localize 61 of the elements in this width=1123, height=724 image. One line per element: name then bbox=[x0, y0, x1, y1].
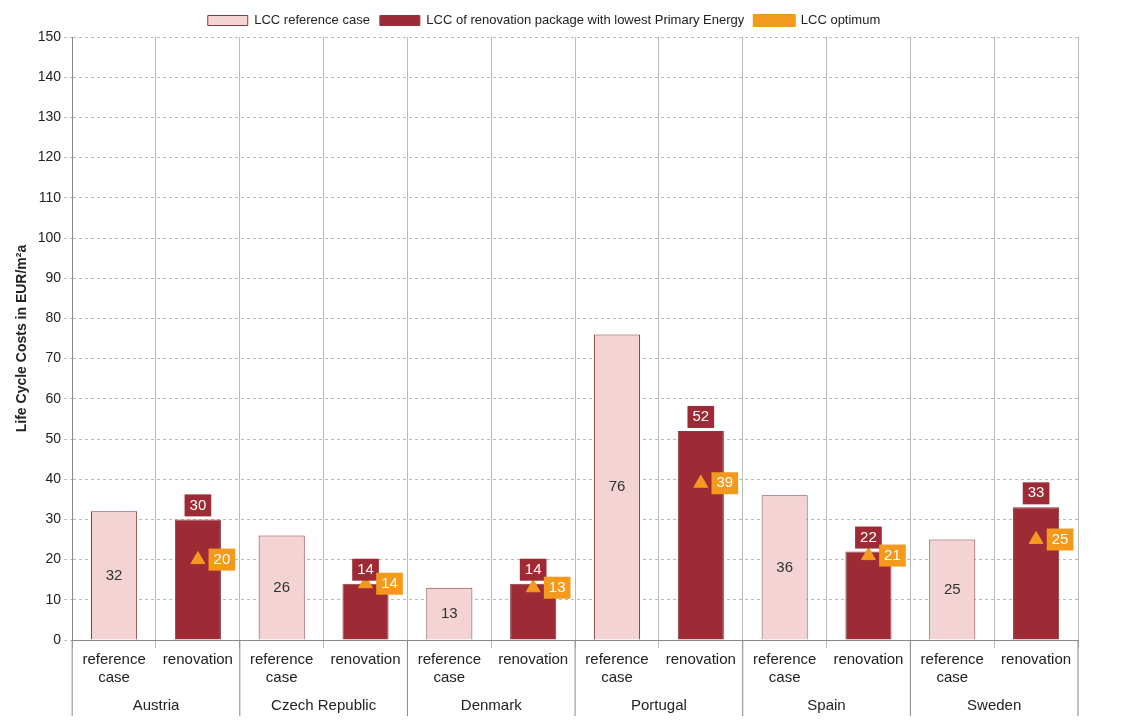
y-tick-label: 60 bbox=[45, 389, 62, 406]
y-tick-label: 80 bbox=[45, 309, 62, 326]
y-tick-label: 20 bbox=[45, 550, 62, 567]
x-tick-label: reference case bbox=[752, 650, 817, 686]
y-tick-label: 30 bbox=[45, 510, 62, 527]
data-label: 13 bbox=[548, 577, 566, 595]
x-tick-label: renovation bbox=[330, 650, 401, 668]
point bbox=[693, 474, 709, 488]
point bbox=[190, 551, 206, 565]
x-tick-label: reference case bbox=[585, 650, 649, 686]
data-label: 25 bbox=[1051, 529, 1069, 547]
y-tick-label: 40 bbox=[45, 470, 62, 487]
text: Sweden bbox=[967, 696, 1022, 714]
x-tick-label: renovation bbox=[665, 650, 736, 668]
x-tick-label: renovation bbox=[833, 650, 904, 668]
x-tick-label: renovation bbox=[1001, 650, 1072, 668]
x-tick-label: reference case bbox=[417, 650, 482, 686]
x-tick-label: renovation bbox=[498, 650, 569, 668]
x-tick-label: reference case bbox=[920, 650, 984, 686]
legend-label: LCC optimum bbox=[800, 12, 881, 28]
y-tick-label: 140 bbox=[37, 68, 62, 85]
x-tick-label: reference case bbox=[250, 650, 314, 686]
data-label: 13 bbox=[441, 603, 458, 621]
point bbox=[1028, 531, 1044, 544]
text: Austria bbox=[132, 696, 180, 714]
y-tick-label: 150 bbox=[37, 27, 62, 44]
x-tick-label: renovation bbox=[162, 650, 233, 668]
y-axis-title: Life Cycle Costs in EUR/m²a bbox=[13, 244, 30, 433]
data-label: 76 bbox=[608, 477, 626, 495]
data-label: 32 bbox=[105, 565, 123, 583]
text: Denmark bbox=[460, 696, 523, 714]
text: Czech Republic bbox=[271, 696, 377, 714]
y-tick-label: 50 bbox=[45, 429, 62, 446]
data-label: 33 bbox=[1027, 483, 1045, 501]
y-tick-label: 130 bbox=[37, 108, 62, 125]
text: Portugal bbox=[630, 696, 687, 714]
data-label: 14 bbox=[524, 559, 542, 577]
point bbox=[525, 579, 541, 593]
data-label: 25 bbox=[943, 579, 961, 597]
x-tick-label: reference case bbox=[82, 650, 146, 686]
point bbox=[861, 547, 876, 561]
data-label: 52 bbox=[692, 407, 710, 425]
data-label: 30 bbox=[189, 495, 207, 513]
data-label: 36 bbox=[776, 557, 793, 575]
legend-label: LCC reference case bbox=[254, 12, 370, 28]
data-label: 22 bbox=[860, 527, 877, 545]
y-tick-label: 70 bbox=[45, 349, 62, 366]
y-tick-label: 110 bbox=[38, 188, 62, 205]
data-label: 20 bbox=[213, 549, 231, 567]
data-label: 14 bbox=[357, 559, 374, 577]
y-tick-label: 10 bbox=[45, 590, 62, 607]
legend-label: LCC of renovation package with lowest Primary Energy bbox=[426, 12, 745, 28]
data-label: 14 bbox=[381, 573, 398, 591]
data-label: 39 bbox=[716, 473, 734, 491]
text: Spain bbox=[807, 696, 846, 714]
y-tick-label: 0 bbox=[53, 630, 62, 647]
data-label: 21 bbox=[884, 545, 901, 563]
y-tick-label: 100 bbox=[37, 228, 62, 245]
y-tick-label: 90 bbox=[45, 269, 62, 286]
data-label: 26 bbox=[273, 577, 291, 595]
y-tick-label: 120 bbox=[37, 148, 62, 165]
